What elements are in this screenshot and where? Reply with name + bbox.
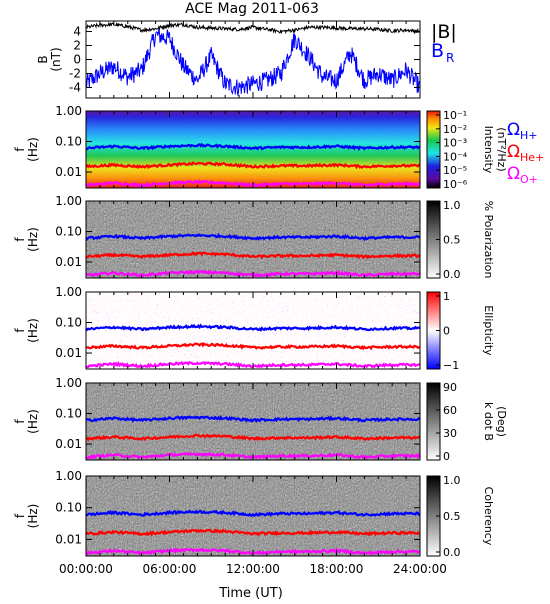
spectrogram-texture [86,111,420,188]
y-axis-label: f [13,513,27,518]
y-tick-label: 0.10 [55,225,82,239]
colorbar-tick-label: 10⁻² [443,123,467,136]
y-tick-label: 0.10 [55,407,82,421]
panel-coherency: 1.00 0.10 0.01 00:00:00 06:00:00 12:00:00 18:0… [13,469,495,576]
x-tick-label: 24:00:00 [393,562,447,576]
series-br-line [85,28,421,96]
panel-ellipticity: 1.00 0.10 0.01 f (Hz) 1 0 −1 Ellipticity [13,285,495,372]
y-axis-label: B [36,55,50,63]
colorbar-tick-label: 0.5 [443,234,461,247]
colorbar [426,110,441,189]
x-tick-label: 18:00:00 [310,562,364,576]
colorbar-tick-label: 10⁻⁵ [443,164,467,177]
y-axis-label: f [13,147,27,152]
panel-b-field: 420-2-4B (nT)|B|B R [36,20,457,99]
y-tick-label: 1.00 [55,376,82,390]
x-tick-label: 12:00:00 [226,562,280,576]
line-h-plus [85,415,421,424]
y-tick-label: 0.10 [55,316,82,330]
colorbar-label: Intensity [482,126,495,174]
x-axis-label: Time (UT) [218,586,283,600]
y-axis-label: f [13,237,27,242]
panel-k-dot-b: 1.00 0.10 0.01 f (Hz) 90 60 30 0 k dot B (Deg) [13,376,508,463]
colorbar-tick-label: 60 [443,404,457,417]
y-tick-label: 0 [73,53,81,67]
y-axis-unit: (Hz) [26,137,40,162]
colorbar-label: (nT²/Hz) [495,127,508,171]
colorbar-tick-label: 0.0 [443,268,461,281]
colorbar-tick-label: 10⁻¹ [443,109,467,122]
legend-omega-he-plus: Ω [507,142,520,162]
line-he-plus [85,161,421,170]
x-tick-label: 00:00:00 [59,562,113,576]
colorbar-label: Coherency [482,487,495,546]
colorbar-tick-label: 0 [443,450,450,463]
y-axis-label: f [13,419,27,424]
y-tick-label: 0.01 [55,532,82,546]
line-h-plus [85,232,421,242]
colorbar [426,382,441,461]
colorbar-tick-label: 10⁻⁶ [443,178,468,191]
y-tick-label: 1.00 [55,104,82,118]
colorbar-tick-label: 1.0 [443,199,461,212]
line-he-plus [85,433,421,442]
legend-br: B [431,40,444,62]
colorbar-tick-label: 30 [443,427,457,440]
y-axis-unit: (Hz) [26,227,40,252]
line-h-plus [85,509,421,518]
legend-subscript: He+ [520,151,544,164]
legend-omega-h-plus: Ω [507,120,520,140]
colorbar-label: (Deg) [495,406,508,437]
y-axis-unit: (Hz) [26,409,40,434]
legend-subscript: O+ [520,173,538,186]
figure-title: ACE Mag 2011-063 [185,1,319,17]
panel-intensity: 1.00 0.10 0.01 f (Hz) 10⁻¹10⁻²10⁻³10⁻⁴10⁻⁵10⁻… [13,104,544,191]
y-axis-unit: (nT) [49,47,63,71]
y-tick-label: 0.10 [55,501,82,515]
line-he-plus [85,251,421,260]
line-h-plus [85,323,421,333]
y-tick-label: 0.01 [55,437,82,451]
legend-omega-o-plus: Ω [507,164,520,184]
line-he-plus [85,528,421,537]
y-tick-label: 0.01 [55,346,82,360]
panels: 420-2-4B (nT)|B|B R1.000.100.01f (Hz)10⁻¹10… [13,20,544,576]
colorbar-tick-label: 90 [443,381,457,394]
line-he-plus [85,342,421,351]
legend-subscript: H+ [520,129,538,142]
panel-polarization: 1.00 0.10 0.01 f (Hz) 1.0 0.5 0.0 % Polarization [13,194,495,281]
colorbar-tick-label: 10⁻⁴ [443,150,468,163]
y-tick-label: 0.01 [55,255,82,269]
colorbar-tick-label: 0.0 [443,546,461,559]
colorbar-label: k dot B [482,402,495,441]
plot-area [86,21,420,98]
legend-b-total: |B| [431,21,457,43]
colorbar-label: % Polarization [482,201,495,279]
line-h-plus [85,142,421,152]
y-tick-label: 1.00 [55,285,82,299]
colorbar-tick-label: 0 [443,325,450,338]
y-tick-label: 0.10 [55,135,82,149]
y-tick-label: -2 [69,67,81,81]
colorbar-tick-label: −1 [443,359,459,372]
x-tick-label: 06:00:00 [143,562,197,576]
y-tick-label: 1.00 [55,469,82,483]
y-tick-label: -4 [69,81,81,95]
y-axis-unit: (Hz) [26,504,40,529]
y-tick-label: 1.00 [55,194,82,208]
y-tick-label: 2 [73,39,81,53]
y-axis-unit: (Hz) [26,318,40,343]
y-axis-label: f [13,328,27,333]
colorbar-tick-label: 1.0 [443,474,461,487]
y-tick-label: 0.01 [55,165,82,179]
y-tick-label: 4 [73,25,81,39]
colorbar-tick-label: 0.5 [443,510,461,523]
colorbar-tick-label: 10⁻³ [443,137,467,150]
legend-br-subscript: R [446,51,454,65]
colorbar-label: Ellipticity [482,305,495,356]
colorbar-tick-label: 1 [443,290,450,303]
